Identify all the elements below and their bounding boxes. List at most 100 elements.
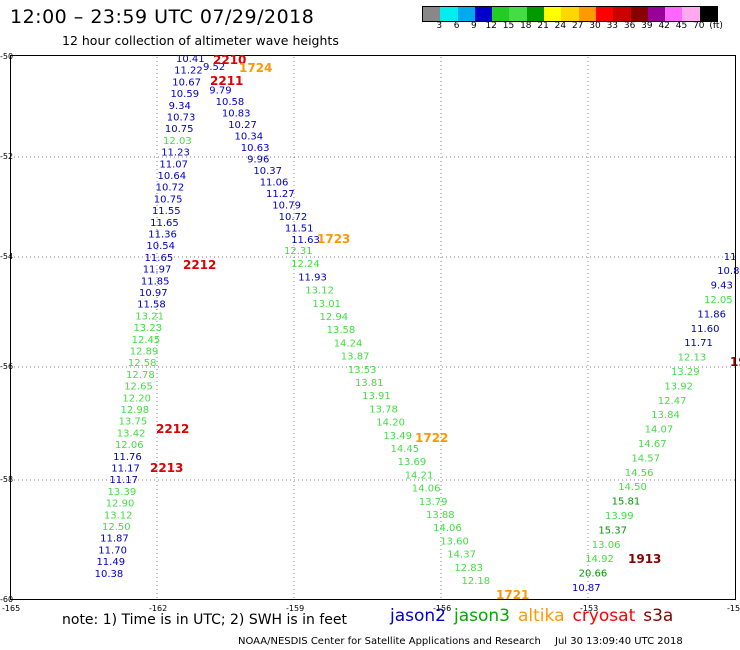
legend-label: 42 xyxy=(658,21,670,31)
wave-value: 10.27 xyxy=(228,120,257,131)
wave-value: 14.20 xyxy=(376,418,405,429)
wave-value: 10.58 xyxy=(216,97,245,108)
wave-value: 11.60 xyxy=(691,324,720,335)
legend-label: 45 xyxy=(675,21,688,31)
lon-label: -156 xyxy=(433,604,451,613)
wave-value: 11.07 xyxy=(159,159,188,170)
legend-swatch xyxy=(699,7,718,21)
wave-value: 13.29 xyxy=(671,367,700,378)
wave-value: 11.76 xyxy=(113,452,142,463)
wave-value: 11 xyxy=(724,252,737,263)
map-frame xyxy=(10,55,736,600)
wave-value: 10.59 xyxy=(170,89,199,100)
legend-swatch xyxy=(647,7,666,21)
wave-value: 10.34 xyxy=(235,132,264,143)
wave-value: 11.71 xyxy=(684,338,713,349)
wave-value: 12.89 xyxy=(130,347,159,358)
footer-timestamp: Jul 30 13:09:40 UTC 2018 xyxy=(555,636,683,647)
wave-value: 13.23 xyxy=(133,323,162,334)
wave-value: 11.17 xyxy=(111,464,140,475)
wave-value: 12.78 xyxy=(126,370,155,381)
wave-value: 10.75 xyxy=(154,194,183,205)
wave-value: 12.50 xyxy=(102,522,131,533)
wave-value: 13.87 xyxy=(341,352,370,363)
legend-label: 36 xyxy=(623,21,636,31)
lon-label: -15 xyxy=(727,604,740,613)
lat-label: -52 xyxy=(0,152,13,161)
wave-value: 12.05 xyxy=(704,295,733,306)
wave-value: 10.67 xyxy=(172,77,201,88)
wave-value: 10.41 xyxy=(176,54,205,65)
wave-value: 10.37 xyxy=(253,166,282,177)
legend-label: 27 xyxy=(571,21,584,31)
lon-label: -162 xyxy=(149,604,167,613)
wave-value: 9.96 xyxy=(247,155,269,166)
wave-value: 11.22 xyxy=(174,66,203,77)
legend-swatch xyxy=(526,7,545,21)
wave-value: 13.60 xyxy=(440,536,469,547)
wave-value: 14.24 xyxy=(334,338,363,349)
legend-swatch xyxy=(509,7,527,21)
legend-swatch xyxy=(492,7,510,21)
wave-value: 11.17 xyxy=(109,475,138,486)
wave-value: 13.42 xyxy=(117,428,146,439)
legend-swatch xyxy=(682,7,700,21)
legend-label: 15 xyxy=(502,21,515,31)
wave-value: 12.90 xyxy=(106,499,135,510)
wave-value: 11.86 xyxy=(697,309,726,320)
wave-value: 11.36 xyxy=(148,230,177,241)
page-subtitle: 12 hour collection of altimeter wave hei… xyxy=(62,33,339,48)
wave-value: 10.72 xyxy=(279,212,308,223)
satellite-jason3: jason3 xyxy=(454,606,510,626)
wave-value: 12.45 xyxy=(132,335,161,346)
wave-value: 14.56 xyxy=(625,468,654,479)
wave-value: 10.87 xyxy=(572,583,601,594)
wave-value: 13.91 xyxy=(362,391,391,402)
wave-value: 13.58 xyxy=(327,325,356,336)
wave-value: 14.45 xyxy=(391,444,420,455)
legend-swatch xyxy=(613,7,631,21)
wave-value: 13.88 xyxy=(426,510,455,521)
wave-value: 12.20 xyxy=(122,393,151,404)
wave-value: 11.27 xyxy=(266,189,295,200)
wave-value: 13.21 xyxy=(135,311,164,322)
wave-value: 11.65 xyxy=(150,218,179,229)
wave-value: 14.21 xyxy=(405,470,434,481)
time-label: 1724 xyxy=(239,61,272,75)
lon-label: -165 xyxy=(2,604,20,613)
wave-value: 15.37 xyxy=(598,525,627,536)
wave-value: 13.92 xyxy=(664,381,693,392)
legend-label: 33 xyxy=(606,21,619,31)
wave-value: 10.79 xyxy=(272,201,301,212)
wave-value: 9.52 xyxy=(203,62,225,73)
wave-value: 13.81 xyxy=(355,378,384,389)
wave-value: 13.12 xyxy=(305,286,334,297)
lon-label: -153 xyxy=(580,604,598,613)
page-title: 12:00 – 23:59 UTC 07/29/2018 xyxy=(10,6,315,28)
time-label: 19 xyxy=(730,355,740,369)
satellite-s3a: s3a xyxy=(643,606,674,626)
color-scale-legend xyxy=(422,6,719,22)
wave-value: 12.06 xyxy=(115,440,144,451)
wave-value: 9.34 xyxy=(169,101,191,112)
satellite-altika: altika xyxy=(518,606,565,626)
lat-label: -50 xyxy=(0,52,13,61)
wave-value: 12.24 xyxy=(291,259,320,270)
legend-swatch xyxy=(474,7,493,21)
legend-swatch xyxy=(457,7,475,21)
time-label: 2210 xyxy=(213,53,246,67)
wave-value: 11.23 xyxy=(161,148,190,159)
wave-value: 10.72 xyxy=(156,183,185,194)
wave-value: 11.51 xyxy=(285,224,314,235)
legend-label: 12 xyxy=(485,21,497,31)
wave-value: 10.73 xyxy=(167,113,196,124)
legend-label: (ft) xyxy=(709,21,723,31)
wave-value: 10.64 xyxy=(158,171,187,182)
wave-value: 13.69 xyxy=(398,457,427,468)
legend-swatch xyxy=(630,7,648,21)
wave-value: 10.83 xyxy=(222,109,251,120)
time-label: 2211 xyxy=(210,74,243,88)
wave-value: 14.57 xyxy=(631,453,660,464)
wave-value: 14.50 xyxy=(618,482,647,493)
